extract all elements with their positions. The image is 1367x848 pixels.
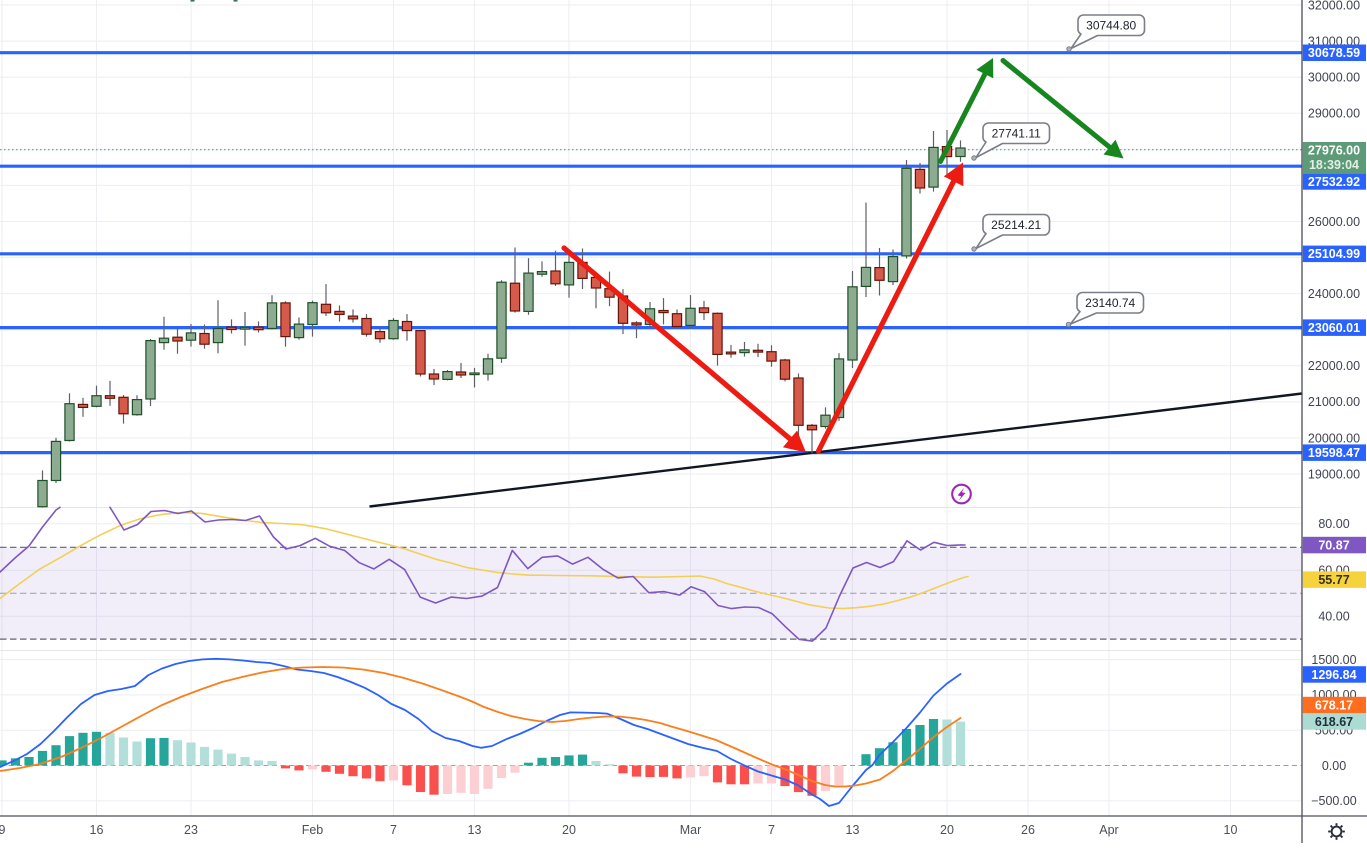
svg-text:618.67: 618.67 — [1315, 715, 1353, 729]
svg-text:29000.00: 29000.00 — [1308, 107, 1360, 121]
svg-text:Feb: Feb — [302, 823, 324, 837]
svg-text:27976.00: 27976.00 — [1308, 144, 1360, 158]
svg-text:80.00: 80.00 — [1318, 517, 1349, 531]
svg-text:13: 13 — [846, 823, 860, 837]
svg-text:9: 9 — [0, 823, 6, 837]
svg-text:19598.47: 19598.47 — [1308, 446, 1360, 460]
svg-text:32000.00: 32000.00 — [1308, 0, 1360, 12]
svg-text:13: 13 — [468, 823, 482, 837]
svg-text:7: 7 — [390, 823, 397, 837]
svg-text:Apr: Apr — [1099, 823, 1118, 837]
svg-text:10: 10 — [1224, 823, 1238, 837]
svg-text:70.87: 70.87 — [1318, 538, 1349, 552]
svg-text:7: 7 — [768, 823, 775, 837]
svg-text:30744.80: 30744.80 — [1086, 18, 1136, 32]
svg-text:Mar: Mar — [680, 823, 702, 837]
svg-text:23140.74: 23140.74 — [1085, 296, 1135, 310]
svg-text:16: 16 — [90, 823, 104, 837]
svg-text:1500.00: 1500.00 — [1311, 653, 1356, 667]
svg-text:1296.84: 1296.84 — [1311, 668, 1356, 682]
svg-text:20: 20 — [562, 823, 576, 837]
svg-text:0.00: 0.00 — [1322, 759, 1346, 773]
svg-text:22000.00: 22000.00 — [1308, 359, 1360, 373]
svg-text:−500.00: −500.00 — [1311, 794, 1357, 808]
svg-text:25214.21: 25214.21 — [991, 218, 1041, 232]
svg-text:26: 26 — [1021, 823, 1035, 837]
svg-text:30000.00: 30000.00 — [1308, 71, 1360, 85]
svg-text:55.77: 55.77 — [1318, 573, 1349, 587]
svg-text:26000.00: 26000.00 — [1308, 215, 1360, 229]
svg-text:27532.92: 27532.92 — [1308, 175, 1360, 189]
svg-text:30678.59: 30678.59 — [1308, 46, 1360, 60]
svg-text:18:39:04: 18:39:04 — [1309, 158, 1359, 172]
svg-text:20000.00: 20000.00 — [1308, 431, 1360, 445]
svg-text:21000.00: 21000.00 — [1308, 395, 1360, 409]
svg-text:678.17: 678.17 — [1315, 698, 1353, 712]
svg-text:24000.00: 24000.00 — [1308, 287, 1360, 301]
svg-text:25104.99: 25104.99 — [1308, 247, 1360, 261]
svg-text:27741.11: 27741.11 — [992, 126, 1041, 140]
svg-text:23: 23 — [184, 823, 198, 837]
svg-text:23060.01: 23060.01 — [1308, 321, 1360, 335]
svg-text:20: 20 — [940, 823, 954, 837]
svg-text:19000.00: 19000.00 — [1308, 467, 1360, 481]
svg-text:40.00: 40.00 — [1318, 610, 1349, 624]
